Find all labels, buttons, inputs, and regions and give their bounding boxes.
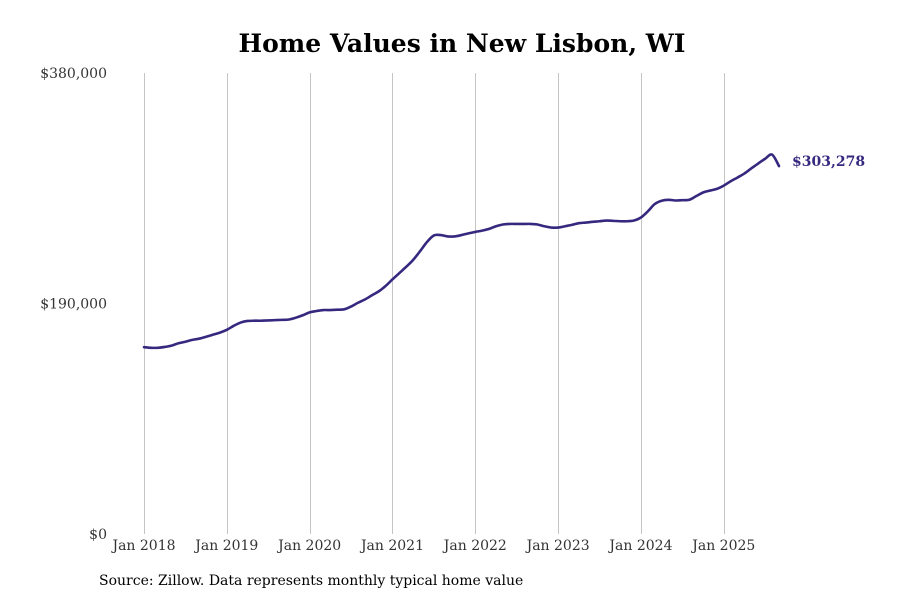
x-tick-label: Jan 2018 bbox=[110, 538, 175, 554]
x-tick-label: Jan 2021 bbox=[359, 538, 424, 554]
x-tick-label: Jan 2022 bbox=[442, 538, 507, 554]
x-tick-label: Jan 2024 bbox=[607, 538, 672, 554]
source-note: Source: Zillow. Data represents monthly … bbox=[99, 573, 524, 589]
x-tick-label: Jan 2020 bbox=[276, 538, 341, 554]
x-tick-label: Jan 2019 bbox=[193, 538, 258, 554]
y-tick-label: $0 bbox=[89, 527, 107, 543]
y-axis-ticks: $0 $190,000 $380,000 bbox=[40, 66, 107, 543]
y-tick-label: $380,000 bbox=[40, 66, 107, 82]
chart-title: Home Values in New Lisbon, WI bbox=[238, 29, 685, 58]
x-axis-ticks: Jan 2018 Jan 2019 Jan 2020 Jan 2021 Jan 2022… bbox=[110, 538, 755, 554]
home-values-chart: Home Values in New Lisbon, WI $0 $190,000… bbox=[40, 29, 865, 554]
series-line bbox=[142, 153, 781, 350]
x-tick-label: Jan 2025 bbox=[690, 538, 755, 554]
x-tick-label: Jan 2023 bbox=[525, 538, 590, 554]
end-value-label: $303,278 bbox=[792, 154, 865, 170]
series-layer: $303,278 bbox=[142, 153, 865, 350]
y-tick-label: $190,000 bbox=[40, 297, 107, 313]
vertical-grid bbox=[144, 73, 725, 534]
